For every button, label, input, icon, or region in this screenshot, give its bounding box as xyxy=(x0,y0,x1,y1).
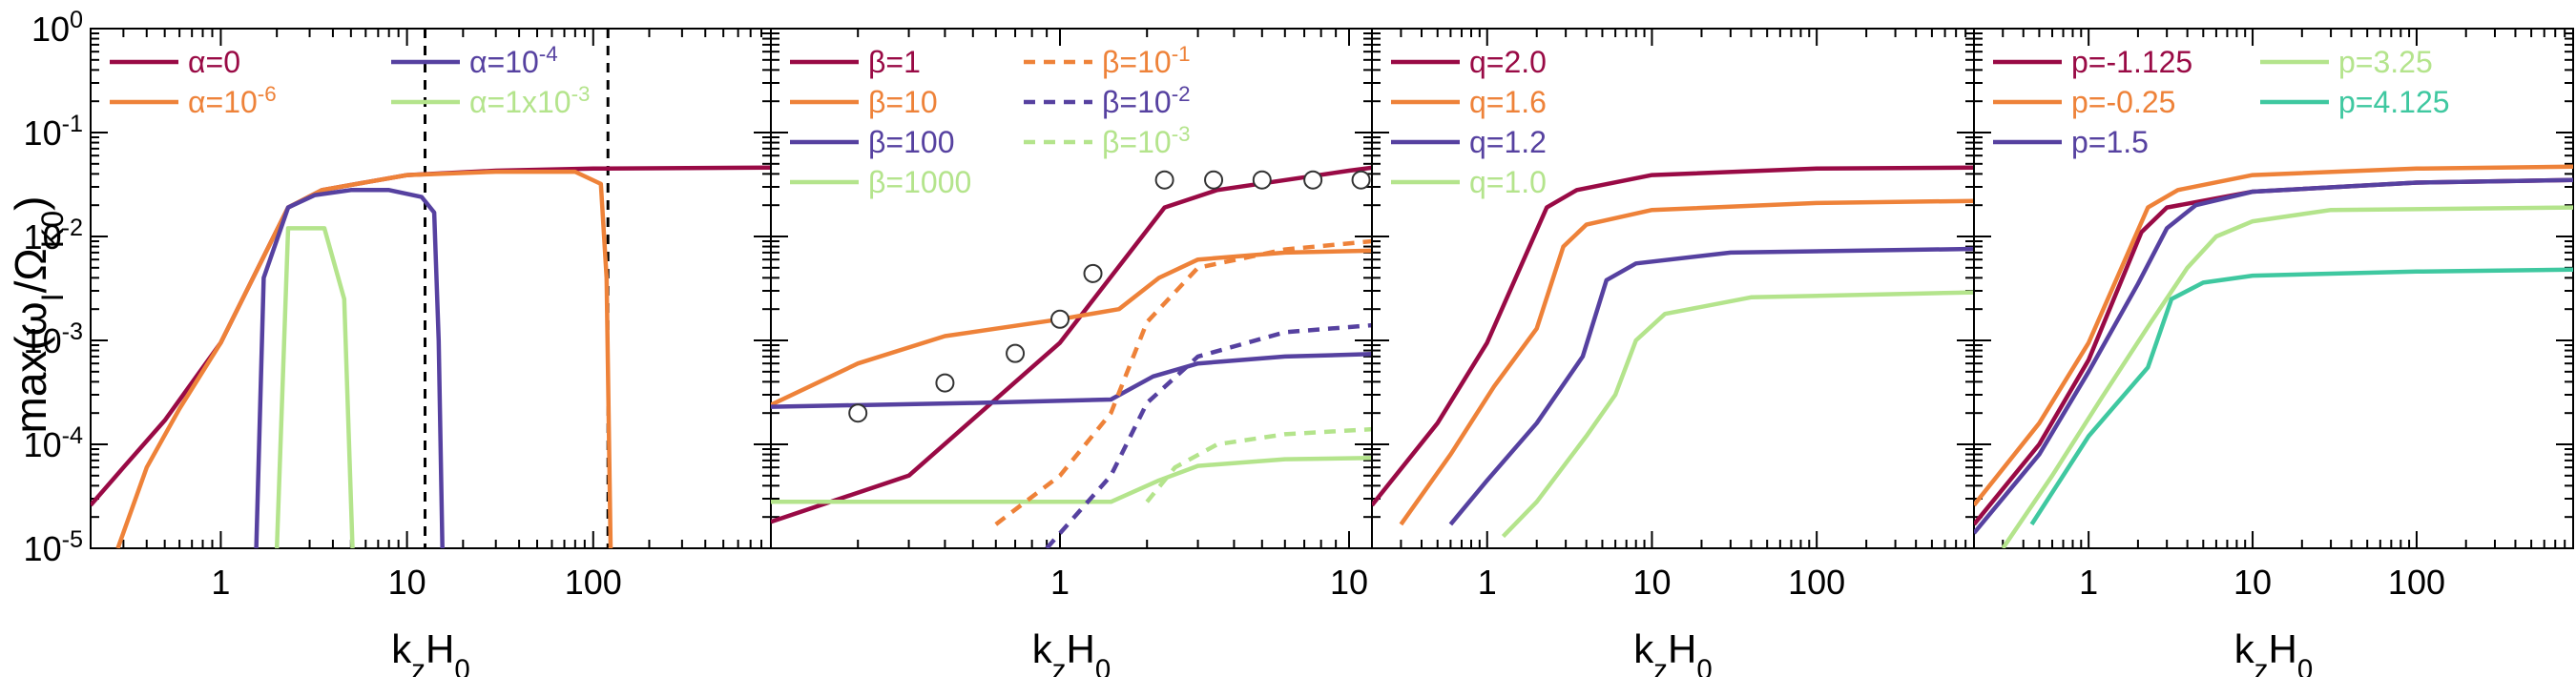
series-line-β=1000 xyxy=(771,456,1372,504)
legend-label: β=10-3 xyxy=(1102,122,1191,160)
marker-circle xyxy=(1083,263,1103,283)
series-line-p=1.5 xyxy=(1974,177,2573,535)
legend-label: β=10-1 xyxy=(1102,42,1191,80)
panel-2: 1 10 kzH0 β=1 β=10 β=100 β=1000 β=10-1β=10-2β=1… xyxy=(735,28,1569,677)
series-line-β=100 xyxy=(771,352,1372,409)
marker-circle xyxy=(1204,170,1224,190)
plot-area xyxy=(91,29,771,548)
plot-area xyxy=(1372,165,1974,539)
x-axis-label: kzH0 xyxy=(1032,626,1111,677)
legend-label: β=10 xyxy=(868,85,938,119)
legend-label: β=1 xyxy=(868,45,921,79)
series-line-q=1.0 xyxy=(1501,290,1974,539)
legend-label: p=3.25 xyxy=(2338,45,2433,79)
series-line-α=10^-4 xyxy=(254,188,445,548)
marker-circle xyxy=(1351,170,1371,190)
series-line-β=10 xyxy=(771,248,1372,407)
x-tick-label: 10 xyxy=(1330,563,1368,602)
x-tick-label: 1 xyxy=(211,563,230,602)
marker-circle xyxy=(848,403,868,423)
series-line-p=-0.25 xyxy=(1974,164,2573,507)
legend-label: α=10-4 xyxy=(469,42,558,80)
series-line-α=1x10^-3 xyxy=(274,226,355,548)
panel-4: 1 10 100 kzH0 p=-1.125 p=-0.25 p=1.5 p=3.25 p=4.… xyxy=(1973,28,2574,677)
series-line-β=10^-2 xyxy=(1045,322,1372,548)
legend-label: p=4.125 xyxy=(2338,85,2450,119)
x-tick-label: 10 xyxy=(388,563,426,602)
x-tick-label: 1 xyxy=(1050,563,1070,602)
legend-label: q=2.0 xyxy=(1469,45,1547,79)
panel-frame xyxy=(770,28,1373,549)
plot-area xyxy=(735,165,1569,548)
x-axis-label: kzH0 xyxy=(1633,626,1712,677)
x-tick-label: 100 xyxy=(2388,563,2445,602)
legend-label: α=10-6 xyxy=(188,82,277,120)
series-line-q=1.6 xyxy=(1399,198,1974,526)
panel-frame xyxy=(1973,28,2574,549)
legend-label: α=0 xyxy=(188,45,240,79)
legend-label: p=-0.25 xyxy=(2071,85,2175,119)
marker-circle xyxy=(1050,309,1070,329)
x-tick-label: 100 xyxy=(565,563,622,602)
x-tick-label: 1 xyxy=(1478,563,1497,602)
series-line-q=2.0 xyxy=(1372,165,1974,507)
legend-label: β=1000 xyxy=(868,165,971,199)
x-tick-label: 10 xyxy=(1632,563,1671,602)
series-line-α=10^-6 xyxy=(115,169,613,548)
plot-area xyxy=(1974,164,2573,548)
legend-label: p=-1.125 xyxy=(2071,45,2192,79)
series-line-β=10^-1 xyxy=(994,238,1372,526)
legend-label: q=1.2 xyxy=(1469,125,1547,159)
y-tick-label: 10-5 xyxy=(24,526,83,568)
y-tick-label: 100 xyxy=(31,7,83,49)
marker-circle xyxy=(1006,343,1026,363)
series-line-p=4.125 xyxy=(2029,267,2573,526)
legend-label: α=1x10-3 xyxy=(469,82,591,120)
y-tick-label: 10-4 xyxy=(24,422,83,464)
legend-label: β=100 xyxy=(868,125,954,159)
legend-label: q=1.0 xyxy=(1469,165,1547,199)
marker-circle xyxy=(735,427,752,444)
panel-frame xyxy=(1371,28,1975,549)
series-line-β=10^-3 xyxy=(1145,426,1372,503)
x-tick-label: 100 xyxy=(1788,563,1845,602)
marker-circle xyxy=(1552,172,1569,189)
x-axis-label: kzH0 xyxy=(391,626,469,677)
y-axis-label: max(ωI/ΩK0) xyxy=(6,196,70,434)
y-tick-label: 10-2 xyxy=(24,215,83,256)
marker-circle xyxy=(1252,170,1272,190)
series-line-α=0 xyxy=(91,165,771,507)
y-tick-label: 10-3 xyxy=(24,318,83,360)
x-tick-label: 1 xyxy=(2079,563,2098,602)
marker-circle xyxy=(1400,172,1417,189)
series-line-β=1 xyxy=(771,165,1372,524)
y-tick-label: 10-1 xyxy=(24,111,83,153)
panel-3: 1 10 100 kzH0 q=2.0 q=1.6 q=1.2 q=1.0 xyxy=(1371,28,1975,677)
panel-1: 1 10 10010010-110-210-310-410-5kzH0α=0α=10… xyxy=(24,7,772,677)
marker-circle xyxy=(935,373,955,393)
series-line-p=3.25 xyxy=(2001,205,2573,548)
x-tick-label: 10 xyxy=(2233,563,2272,602)
y-axis-label-text: max(ωI/ΩK0) xyxy=(6,196,70,434)
marker-circle xyxy=(1303,170,1323,190)
x-axis-label: kzH0 xyxy=(2234,626,2313,677)
legend-label: q=1.6 xyxy=(1469,85,1547,119)
marker-circle xyxy=(1154,170,1174,190)
marker-circle xyxy=(1450,172,1467,189)
legend-label: β=10-2 xyxy=(1102,82,1191,120)
series-line-q=1.2 xyxy=(1448,246,1974,526)
legend-label: p=1.5 xyxy=(2071,125,2149,159)
